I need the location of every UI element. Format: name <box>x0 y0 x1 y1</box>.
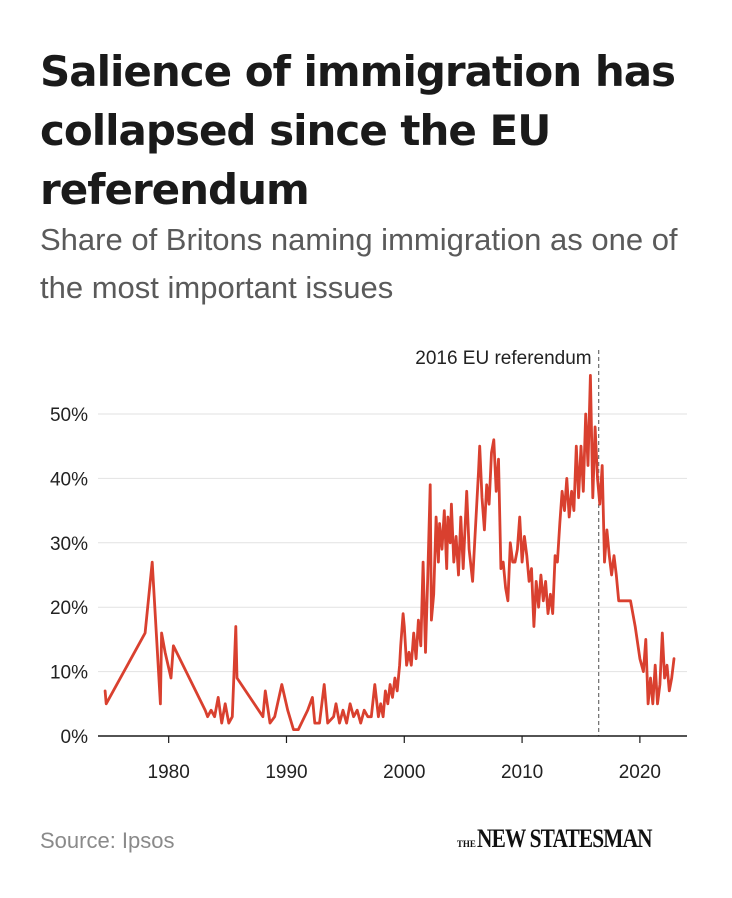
x-tick-label: 2020 <box>619 762 661 783</box>
chart-subtitle: Share of Britons naming immigration as o… <box>40 222 678 305</box>
y-tick-label: 20% <box>50 598 88 619</box>
referendum-label: 2016 EU referendum <box>415 348 591 369</box>
x-tick-label: 1980 <box>148 762 190 783</box>
y-tick-label: 30% <box>50 534 88 555</box>
referendum-annotation: 2016 EU referendum <box>415 348 600 736</box>
y-tick-label: 50% <box>50 405 88 426</box>
x-tick-label: 2000 <box>383 762 425 783</box>
immigration-salience-line-chart: 2016 EU referendum 0% 10% 20% 30% 40% 50% 1980… <box>50 348 687 783</box>
chart-title: Salience of immigration has collapsed si… <box>40 47 676 214</box>
source-note: Source: Ipsos <box>40 828 175 853</box>
x-axis <box>98 735 687 743</box>
series-line-0 <box>103 374 676 731</box>
y-tick-label: 0% <box>61 727 89 748</box>
data-series <box>103 374 676 731</box>
tick-labels: 0% 10% 20% 30% 40% 50% 1980 1990 2000 2010 2020 <box>50 405 661 783</box>
x-tick-label: 2010 <box>501 762 543 783</box>
gridlines <box>98 413 687 673</box>
logo-the: THE <box>456 839 476 849</box>
y-tick-label: 40% <box>50 469 88 490</box>
publisher-logo: THE NEW STATESMAN <box>457 824 690 854</box>
logo-name: NEW STATESMAN <box>476 824 653 853</box>
y-tick-label: 10% <box>50 663 88 684</box>
x-tick-label: 1990 <box>265 762 307 783</box>
